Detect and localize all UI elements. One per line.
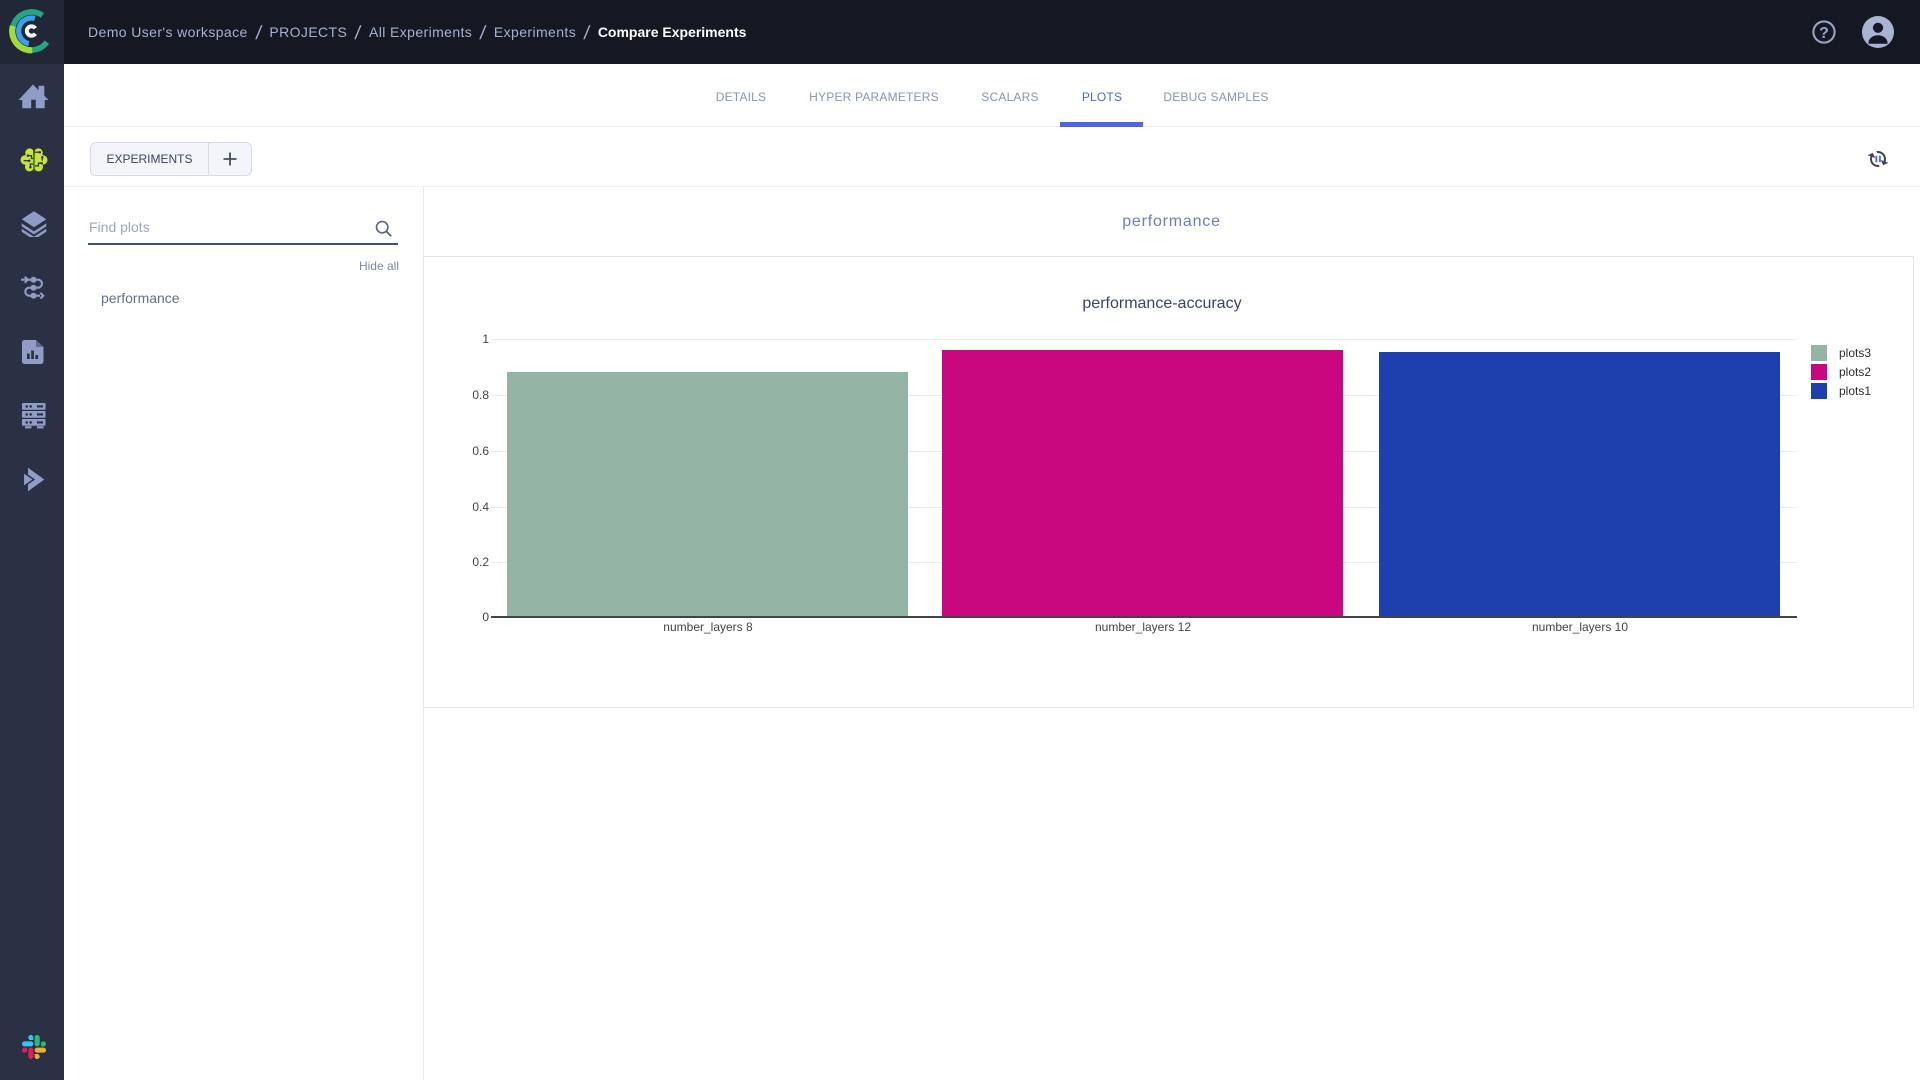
svg-text:?: ? bbox=[1819, 25, 1829, 42]
